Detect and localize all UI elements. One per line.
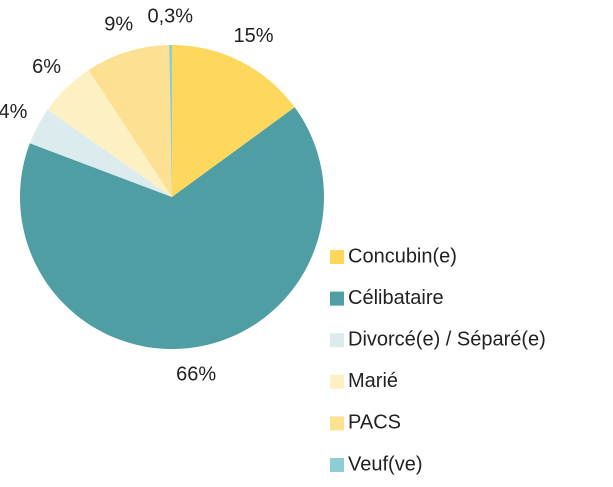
pie-slice bbox=[29, 109, 172, 197]
legend-swatch bbox=[330, 416, 344, 431]
legend-label: Veuf(ve) bbox=[348, 453, 422, 475]
data-label: 66% bbox=[176, 364, 216, 386]
legend-swatch bbox=[330, 458, 344, 472]
pie-slice bbox=[19, 107, 324, 349]
pie-slice bbox=[169, 45, 172, 197]
legend-swatch bbox=[330, 374, 344, 389]
data-label: 0,3% bbox=[148, 5, 194, 27]
legend-swatch bbox=[330, 250, 344, 264]
data-label: 4% bbox=[0, 101, 28, 123]
legend-label: Concubin(e) bbox=[348, 245, 457, 267]
legend-swatch bbox=[330, 291, 344, 306]
data-label: 6% bbox=[32, 56, 61, 78]
pie-slice bbox=[88, 45, 172, 197]
legend-label: PACS bbox=[348, 412, 401, 434]
legend-label: Marié bbox=[348, 370, 398, 392]
legend-label: Célibataire bbox=[348, 287, 444, 309]
pie-slice bbox=[172, 45, 295, 197]
pie-slice bbox=[47, 70, 172, 197]
legend-swatch bbox=[330, 333, 344, 348]
data-label: 15% bbox=[233, 25, 273, 47]
legend-label: Divorcé(e) / Séparé(e) bbox=[348, 328, 546, 350]
data-label: 9% bbox=[104, 13, 133, 35]
